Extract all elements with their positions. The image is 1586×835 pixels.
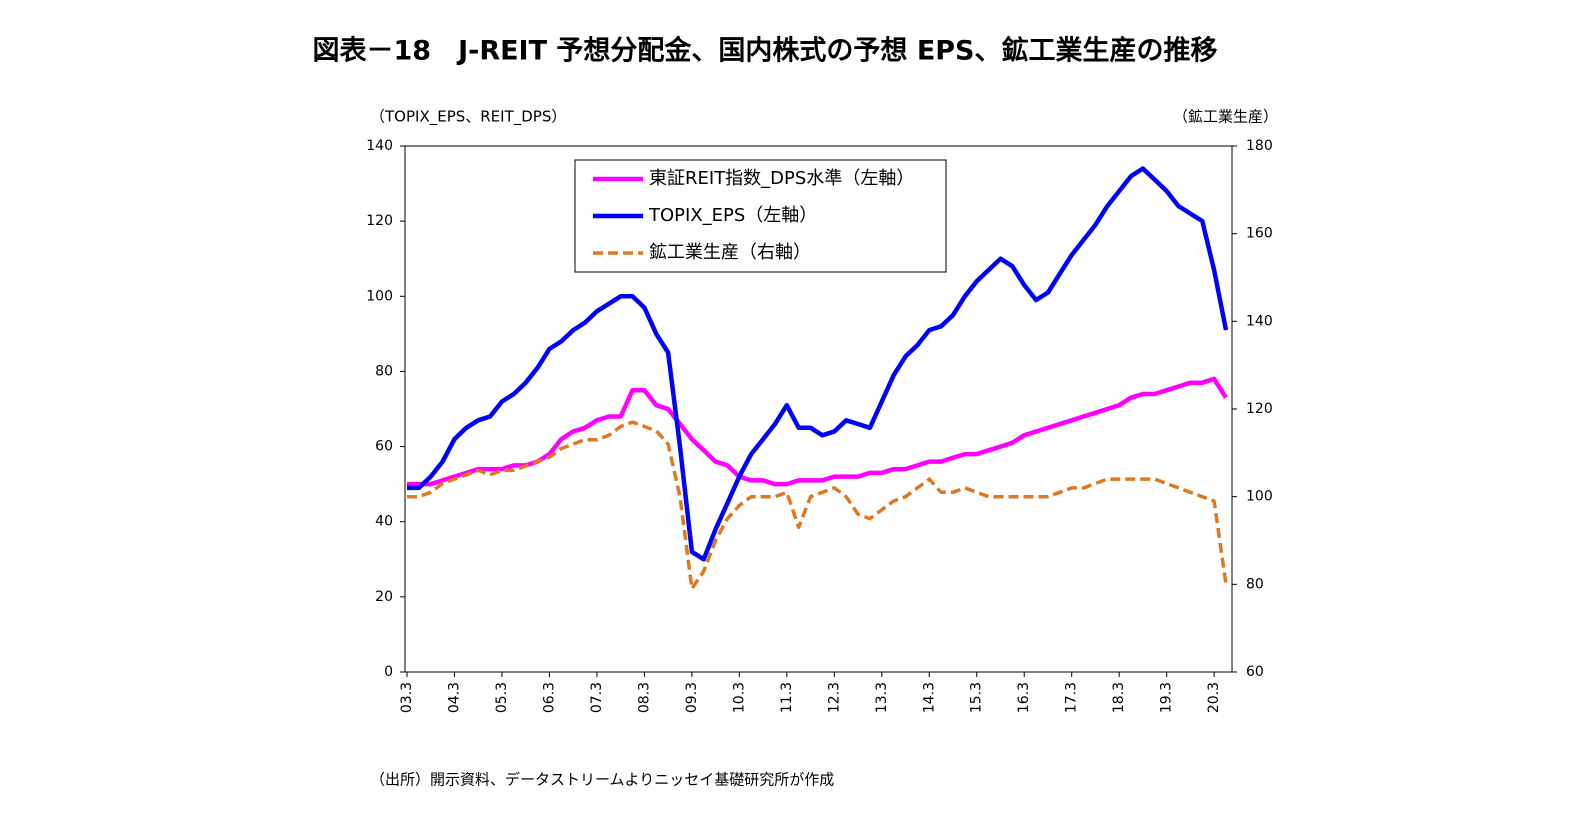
y-tick-label: 20 [375, 589, 393, 605]
x-tick-label: 16.3 [1016, 682, 1032, 713]
x-tick-label: 18.3 [1111, 682, 1127, 713]
x-tick-label: 12.3 [826, 682, 842, 713]
x-tick-label: 03.3 [399, 682, 415, 713]
x-tick-label: 07.3 [589, 682, 605, 713]
x-tick-label: 10.3 [731, 682, 747, 713]
x-tick-label: 08.3 [636, 682, 652, 713]
x-tick-label: 06.3 [541, 682, 557, 713]
y2-tick-label: 80 [1246, 576, 1264, 592]
y-axis-label: （TOPIX_EPS、REIT_DPS） [370, 108, 566, 127]
y-tick-label: 0 [384, 664, 393, 680]
x-tick-label: 15.3 [969, 682, 985, 713]
y2-tick-label: 120 [1246, 401, 1273, 417]
x-tick-label: 19.3 [1159, 682, 1175, 713]
series-line [407, 166, 1229, 562]
y2-tick-label: 140 [1246, 313, 1273, 329]
x-tick-label: 17.3 [1064, 682, 1080, 713]
x-tick-label: 09.3 [684, 682, 700, 713]
x-tick-label: 04.3 [446, 682, 462, 713]
y-tick-label: 100 [366, 288, 393, 304]
legend-label: 鉱工業生産（右軸） [649, 242, 811, 263]
series-line [407, 420, 1228, 591]
x-tick-label: 13.3 [874, 682, 890, 713]
y-tick-label: 80 [375, 363, 393, 379]
chart-title: 図表－18 J-REIT 予想分配金、国内株式の予想 EPS、鉱工業生産の推移 [313, 35, 1218, 67]
x-tick-label: 14.3 [921, 682, 937, 713]
source-note: （出所）開示資料、データストリームよりニッセイ基礎研究所が作成 [370, 771, 834, 789]
y-tick-label: 120 [366, 213, 393, 229]
legend-label: TOPIX_EPS（左軸） [648, 205, 817, 226]
y-tick-label: 140 [366, 138, 393, 154]
series-line [407, 376, 1228, 487]
y2-axis-label: （鉱工業生産） [1173, 108, 1278, 126]
y2-tick-label: 100 [1246, 489, 1273, 505]
y-tick-label: 40 [375, 514, 393, 530]
y2-tick-label: 180 [1246, 138, 1273, 154]
legend-label: 東証REIT指数_DPS水準（左軸） [649, 168, 914, 189]
x-tick-label: 20.3 [1206, 682, 1222, 713]
y-tick-label: 60 [375, 439, 393, 455]
x-tick-label: 05.3 [494, 682, 510, 713]
x-tick-label: 11.3 [779, 682, 795, 713]
y2-tick-label: 160 [1246, 226, 1273, 242]
y2-tick-label: 60 [1246, 664, 1264, 680]
